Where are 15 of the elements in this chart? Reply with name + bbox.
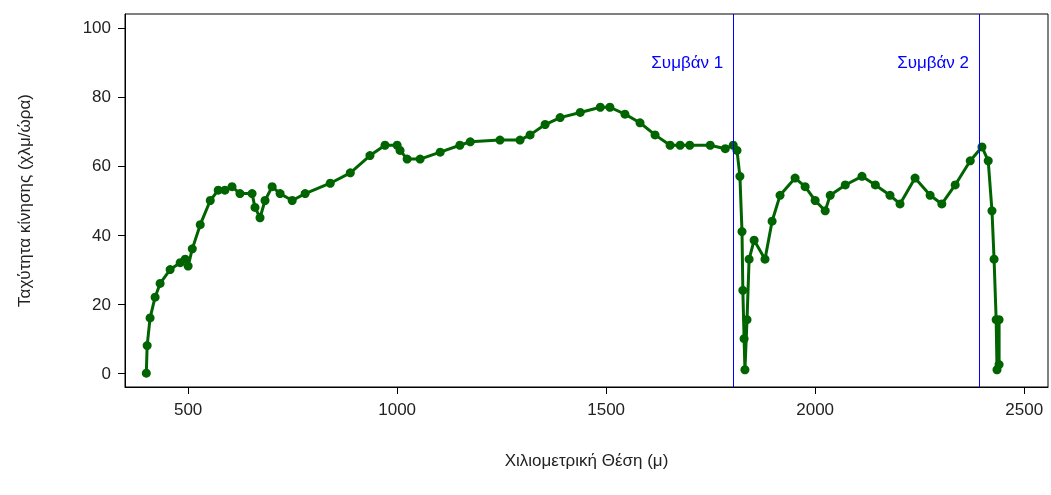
y-tick-label: 40: [92, 225, 111, 245]
y-tick-label: 100: [82, 18, 111, 38]
x-tick-label: 500: [173, 400, 203, 419]
x-tick-label: 2500: [1005, 400, 1044, 419]
x-axis-title: Χιλιομετρική Θέση (μ): [504, 451, 669, 470]
y-tick-label: 0: [101, 363, 111, 383]
x-tick-label: 1500: [587, 400, 626, 419]
y-tick-label: 60: [92, 156, 111, 176]
ref-line-label: Συμβάν 1: [651, 52, 724, 72]
y-axis-title: Ταχύτητα κίνησης (χλμ/ώρα): [15, 94, 34, 307]
y-tick-label: 20: [92, 294, 111, 314]
x-tick-label: 1000: [378, 400, 417, 419]
ref-line-label: Συμβάν 2: [897, 52, 970, 72]
y-tick-label: 80: [92, 87, 111, 107]
x-tick-label: 2000: [796, 400, 835, 419]
